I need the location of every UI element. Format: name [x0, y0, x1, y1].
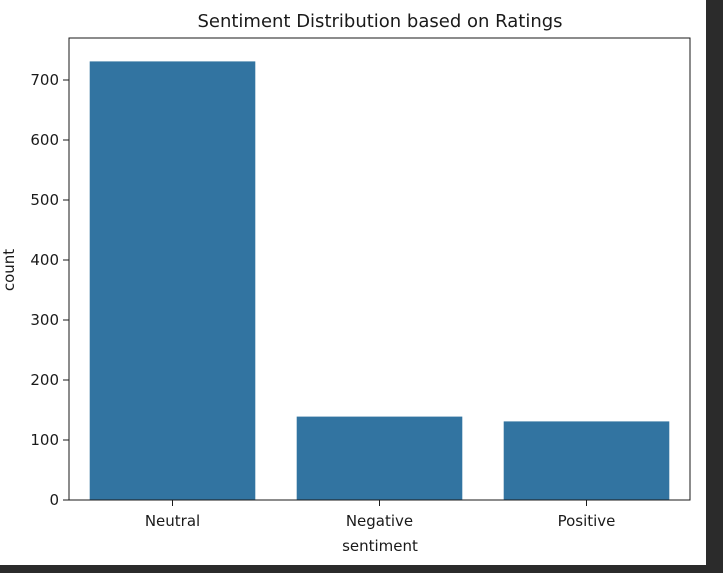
y-tick-label: 400: [30, 251, 59, 269]
y-tick-label: 500: [30, 191, 59, 209]
chart-title: Sentiment Distribution based on Ratings: [197, 11, 562, 32]
x-tick-label-neutral: Neutral: [145, 512, 200, 530]
y-tick-label: 600: [30, 131, 59, 149]
y-tick-label: 0: [49, 491, 59, 509]
bar-neutral: [89, 61, 256, 501]
y-tick-label: 100: [30, 431, 59, 449]
bar-negative: [296, 416, 463, 500]
y-tick-label: 700: [30, 71, 59, 89]
y-axis: 0 100 200 300 400 500 600 700: [30, 71, 69, 509]
y-tick-label: 200: [30, 371, 59, 389]
bars-group: [89, 61, 670, 501]
bar-chart: Sentiment Distribution based on Ratings …: [0, 11, 691, 555]
bar-positive: [503, 421, 670, 500]
y-tick-label: 300: [30, 311, 59, 329]
x-axis: Neutral Negative Positive: [145, 500, 616, 530]
x-axis-title: sentiment: [342, 537, 418, 555]
x-tick-label-positive: Positive: [558, 512, 616, 530]
x-tick-label-negative: Negative: [346, 512, 413, 530]
chart-figure: Sentiment Distribution based on Ratings …: [0, 0, 706, 565]
y-axis-title: count: [0, 249, 18, 291]
